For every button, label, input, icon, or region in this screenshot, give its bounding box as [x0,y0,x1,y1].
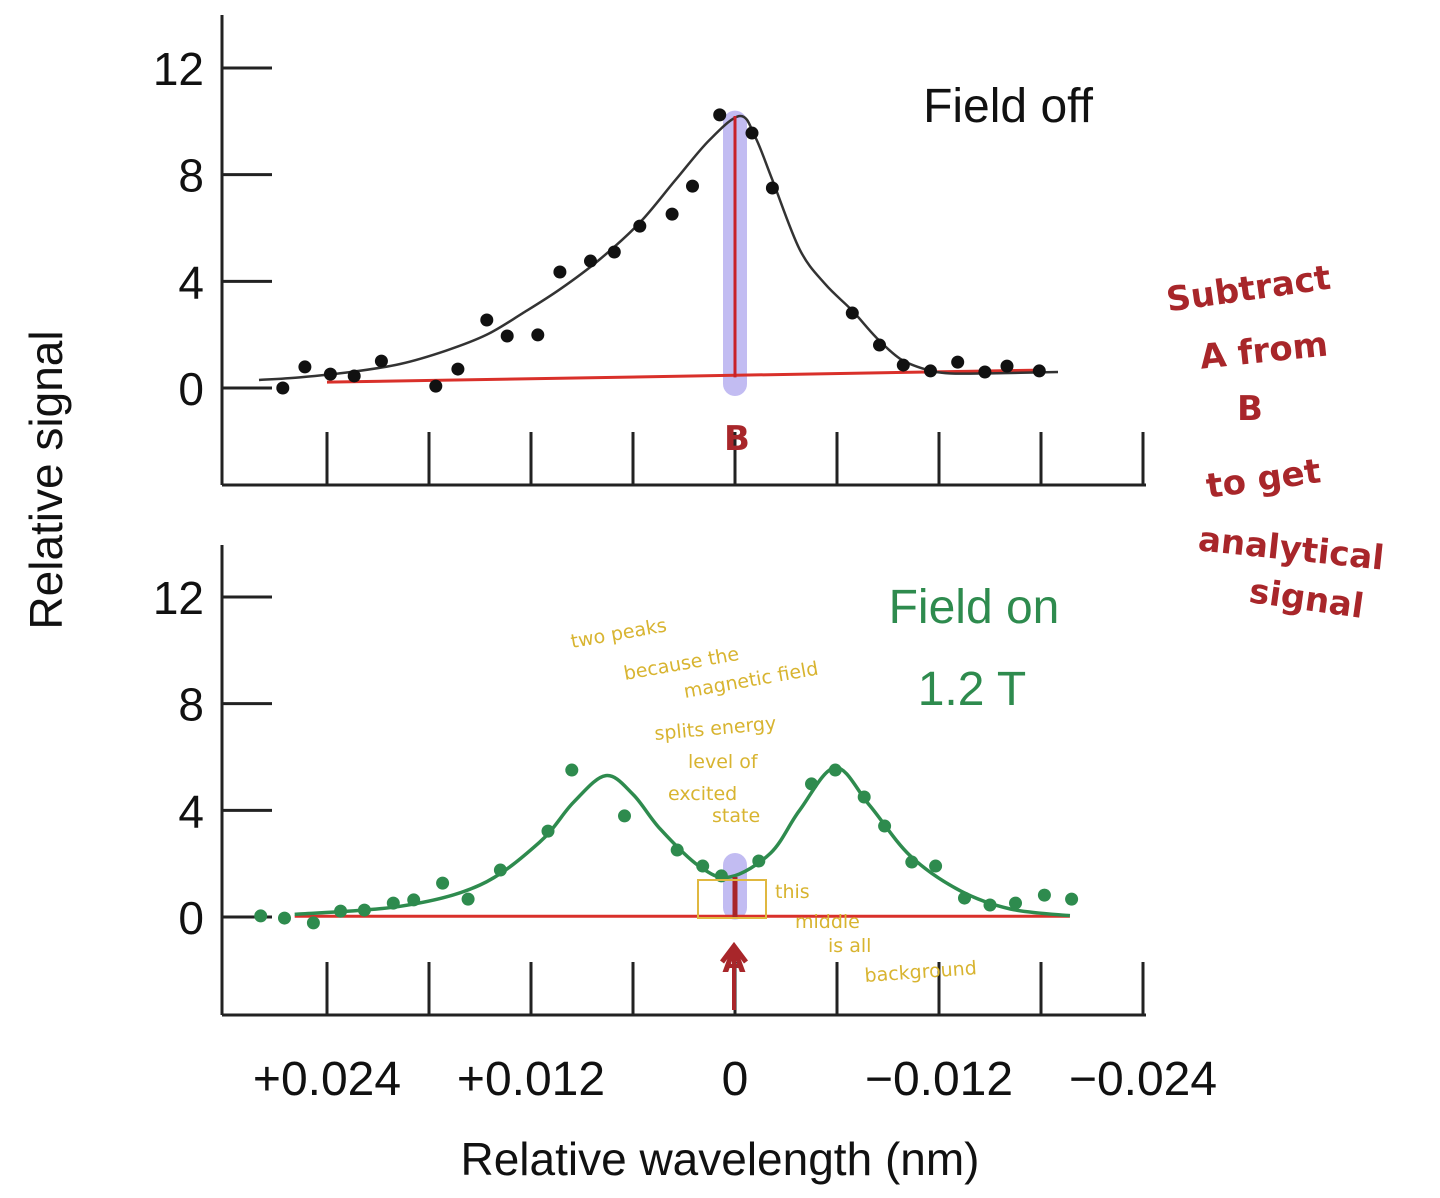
data-point [254,909,268,923]
y-tick-label: 8 [178,679,204,731]
data-point [1065,892,1079,906]
peaks-note-line: level of [688,751,759,773]
data-point [896,358,910,372]
data-point [278,911,291,925]
data-point [584,254,597,268]
side-note-annotation: Subtract A from B to get analytical sign… [1164,258,1386,627]
x-tick-labels: +0.024 +0.012 0 −0.012 −0.024 [253,1053,1217,1106]
data-point [665,207,679,221]
bottom-subtitle: 1.2 T [918,663,1027,716]
data-point [276,381,290,395]
data-point [978,365,992,379]
x-tick-label: −0.024 [1069,1053,1217,1106]
x-tick-label: 0 [722,1053,749,1106]
peaks-note-line: splits energy [654,712,778,745]
side-note-line: Subtract [1164,258,1333,321]
y-tick-label: 12 [153,572,204,624]
data-point [306,916,320,930]
peaks-note-line: excited [668,783,737,805]
data-point [878,819,892,833]
data-point [374,354,388,368]
data-point [1000,359,1014,373]
data-point [670,843,684,857]
data-point [983,898,997,912]
marker-label-b: B [724,419,750,459]
top-title: Field off [923,80,1094,133]
middle-highlight-box [697,879,767,919]
data-point [357,903,371,917]
y-tick-label: 0 [178,892,204,944]
y-axis-label: Relative signal [20,330,72,629]
data-point [929,859,943,873]
data-point [607,245,621,259]
data-point [493,863,507,877]
y-tick-label: 0 [178,363,204,415]
data-point [805,777,818,791]
data-point [828,763,842,777]
data-point [696,859,710,873]
data-point [334,904,348,918]
data-point [461,892,475,906]
side-note-line: B [1237,389,1263,429]
data-point [924,364,937,378]
middle-note-line: this [775,881,810,903]
data-point [686,179,699,193]
middle-note-line: middle [795,911,860,933]
data-point [951,355,965,369]
data-point [407,893,421,907]
data-point [323,367,337,381]
arrow-a: A [720,941,748,1010]
x-tick-label: +0.012 [457,1053,605,1106]
x-axis-label: Relative wavelength (nm) [460,1133,979,1185]
data-point [565,763,579,777]
x-tick-label: +0.024 [253,1053,401,1106]
middle-note-line: background [864,957,978,987]
side-note-line: A from [1198,324,1330,377]
peaks-note-annotation: two peaks because the magnetic field spl… [569,614,820,827]
data-point [618,809,631,823]
data-point [480,313,494,327]
y-tick-label: 4 [178,256,204,308]
arrow-head-icon [720,941,748,964]
data-point [531,328,545,342]
bottom-panel: 0 4 8 12 [153,545,1146,1017]
middle-note-line: is all [828,935,871,957]
y-tick-label: 4 [178,785,204,837]
data-point [298,360,312,374]
data-point [905,855,919,869]
data-point [958,891,971,905]
data-point [1009,896,1022,910]
data-point [553,265,567,279]
data-point [436,876,450,890]
data-point [1037,888,1051,902]
data-point [745,126,759,140]
data-point [845,306,859,320]
fit-curve [258,114,1059,382]
bottom-title: Field on [889,581,1060,634]
data-point [429,379,443,393]
peaks-note-line: state [712,805,760,827]
y-tick-label: 8 [178,150,204,202]
data-point [857,790,871,804]
data-point [713,108,727,122]
y-tick-label: 12 [153,43,204,95]
data-point [765,181,779,195]
data-point [451,362,465,376]
side-note-line: analytical [1196,519,1386,578]
data-point [500,329,514,343]
side-note-line: signal [1247,571,1366,627]
data-point [386,896,400,910]
data-point [752,854,766,868]
data-point [633,219,647,233]
side-note-line: to get [1204,451,1324,507]
peaks-note-line: two peaks [569,614,668,653]
top-panel: 0 4 8 12 [153,15,1146,487]
x-tick-label: −0.012 [865,1053,1013,1106]
data-point [347,369,361,383]
data-point [873,338,886,352]
data-point [1032,364,1046,378]
data-point [541,824,555,838]
baseline-line [326,368,1042,384]
